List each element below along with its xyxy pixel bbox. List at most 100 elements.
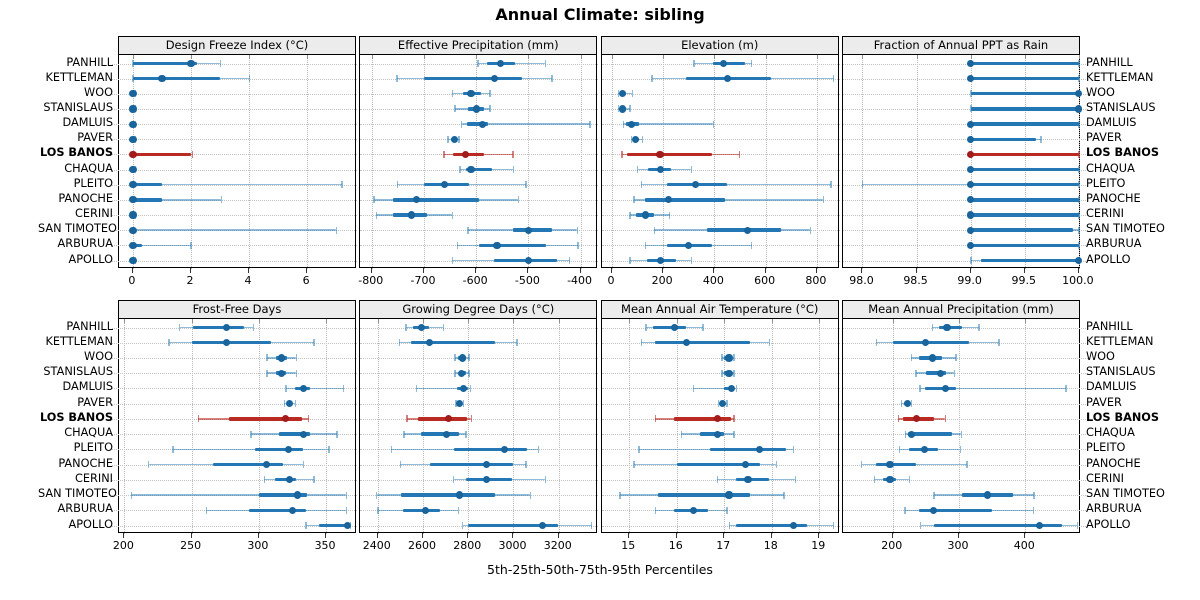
whisker-cap-high bbox=[512, 150, 514, 158]
whisker-cap-low bbox=[197, 415, 200, 423]
tick-label: -700 bbox=[410, 274, 436, 287]
whisker-cap-low bbox=[629, 211, 631, 219]
tick-mark-top bbox=[765, 55, 767, 59]
station-label-left: PANOCHE bbox=[58, 191, 113, 205]
whisker-cap-low bbox=[933, 491, 935, 499]
iqr-bar bbox=[132, 61, 197, 66]
median-dot bbox=[928, 354, 937, 362]
whisker-cap-low bbox=[375, 211, 378, 219]
iqr-bar bbox=[657, 493, 751, 497]
tick-mark-bottom bbox=[190, 533, 192, 538]
tick-mark-bottom bbox=[662, 268, 664, 273]
whisker-cap-high bbox=[576, 226, 579, 234]
iqr-bar bbox=[970, 107, 1079, 111]
tick-mark-bottom bbox=[512, 533, 514, 538]
median-dot bbox=[129, 211, 137, 219]
tick-mark-bottom bbox=[675, 533, 677, 538]
whisker-cap-high bbox=[739, 150, 741, 158]
grid-line bbox=[959, 319, 961, 534]
whisker-cap-high bbox=[953, 369, 956, 377]
range-whisker bbox=[623, 123, 714, 125]
median-dot bbox=[497, 59, 505, 68]
whisker-cap-high bbox=[451, 211, 454, 219]
median-dot bbox=[903, 400, 911, 408]
whisker-cap-high bbox=[294, 400, 297, 408]
whisker-cap-low bbox=[640, 339, 642, 347]
median-dot bbox=[920, 445, 929, 453]
whisker-cap-high bbox=[529, 491, 532, 499]
median-dot bbox=[756, 445, 764, 453]
whisker-cap-high bbox=[910, 400, 913, 408]
station-label-left: KETTLEMAN bbox=[45, 70, 113, 84]
iqr-bar bbox=[213, 462, 284, 467]
median-dot bbox=[539, 521, 547, 530]
tick-mark-bottom bbox=[467, 533, 469, 538]
tick-mark-bottom bbox=[325, 533, 327, 538]
whisker-cap-high bbox=[465, 430, 467, 438]
row-guide-line bbox=[112, 108, 357, 110]
grid-line bbox=[765, 55, 767, 269]
whisker-cap-high bbox=[783, 491, 785, 499]
whisker-cap-high bbox=[1078, 226, 1080, 234]
grid-line bbox=[1025, 319, 1027, 534]
row-guide-line bbox=[601, 327, 840, 329]
panel-strip: Effective Precipitation (mm) bbox=[359, 36, 598, 54]
median-dot bbox=[493, 241, 501, 249]
median-dot bbox=[524, 256, 532, 265]
station-label-right: LOS BANOS bbox=[1086, 410, 1160, 424]
whisker-cap-high bbox=[1078, 241, 1080, 249]
whisker-cap-low bbox=[653, 226, 656, 234]
median-dot bbox=[656, 150, 664, 158]
station-label-right: PANOCHE bbox=[1086, 456, 1141, 470]
row-guide-line bbox=[112, 78, 357, 80]
iqr-bar bbox=[392, 198, 479, 202]
whisker-cap-high bbox=[252, 324, 255, 331]
whisker-cap-low bbox=[467, 226, 469, 234]
median-dot bbox=[222, 323, 231, 332]
whisker-cap-low bbox=[970, 257, 972, 264]
row-guide-line bbox=[843, 464, 1088, 466]
row-guide-line bbox=[112, 215, 357, 217]
median-dot bbox=[967, 59, 975, 68]
tick-mark-top bbox=[258, 319, 260, 323]
median-dot bbox=[744, 476, 752, 484]
panel-strip: Fraction of Annual PPT as Rain bbox=[842, 36, 1080, 54]
tick-mark-top bbox=[124, 319, 126, 323]
iqr-bar bbox=[706, 228, 781, 232]
panel-strip: Mean Annual Precipitation (mm) bbox=[842, 300, 1080, 318]
range-whisker bbox=[132, 184, 342, 186]
median-dot bbox=[129, 196, 137, 204]
panel-strip: Frost-Free Days bbox=[118, 300, 356, 318]
station-label-left: KETTLEMAN bbox=[45, 334, 113, 348]
tick-label: 100.0 bbox=[1062, 274, 1094, 287]
tick-mark-bottom bbox=[376, 533, 378, 538]
tick-label: -500 bbox=[514, 274, 540, 287]
whisker-cap-high bbox=[544, 60, 546, 67]
median-dot bbox=[1036, 521, 1044, 530]
median-dot bbox=[421, 506, 429, 514]
median-dot bbox=[451, 135, 459, 143]
grid-line bbox=[132, 55, 134, 269]
tick-label: -800 bbox=[358, 274, 384, 287]
median-dot bbox=[936, 369, 945, 377]
row-guide-line bbox=[112, 388, 357, 390]
whisker-cap-high bbox=[795, 476, 797, 484]
station-label-left: ARBURUA bbox=[57, 502, 113, 516]
whisker-cap-low bbox=[633, 196, 635, 204]
station-label-right: PAVER bbox=[1086, 131, 1122, 145]
median-dot bbox=[725, 491, 733, 499]
station-label-right: KETTLEMAN bbox=[1086, 70, 1154, 84]
row-guide-line bbox=[360, 388, 599, 390]
iqr-bar bbox=[970, 167, 1079, 172]
median-dot bbox=[664, 196, 672, 204]
median-dot bbox=[718, 400, 726, 408]
iqr-bar bbox=[970, 243, 1079, 248]
tick-mark-top bbox=[132, 55, 134, 59]
row-guide-line bbox=[843, 169, 1088, 171]
median-dot bbox=[444, 415, 452, 423]
median-dot bbox=[407, 211, 416, 219]
whisker-cap-low bbox=[461, 120, 463, 128]
median-dot bbox=[129, 135, 137, 143]
whisker-cap-low bbox=[447, 135, 449, 143]
grid-line bbox=[307, 55, 309, 269]
